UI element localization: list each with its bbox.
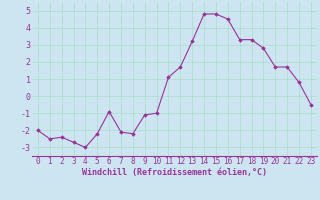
X-axis label: Windchill (Refroidissement éolien,°C): Windchill (Refroidissement éolien,°C) xyxy=(82,168,267,177)
